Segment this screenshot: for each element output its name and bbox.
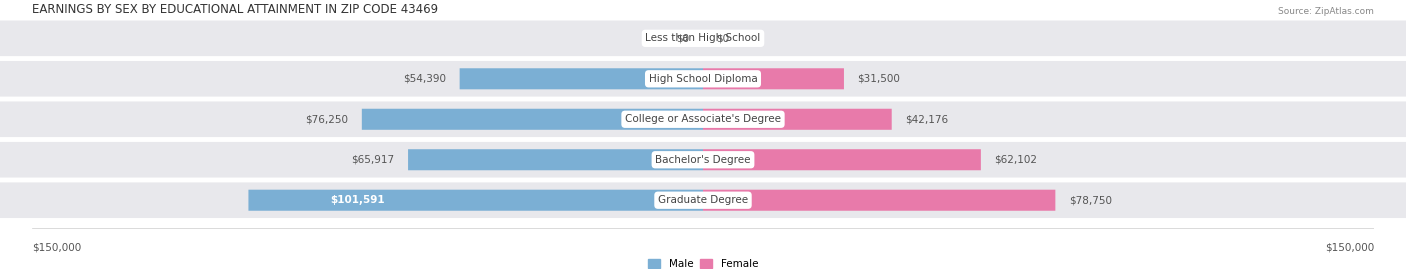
- FancyBboxPatch shape: [703, 149, 981, 170]
- Text: $0: $0: [676, 33, 689, 43]
- FancyBboxPatch shape: [0, 101, 1406, 137]
- FancyBboxPatch shape: [0, 142, 1406, 178]
- Text: $62,102: $62,102: [994, 155, 1038, 165]
- Text: Graduate Degree: Graduate Degree: [658, 195, 748, 205]
- FancyBboxPatch shape: [0, 182, 1406, 218]
- Text: $150,000: $150,000: [1324, 243, 1374, 253]
- FancyBboxPatch shape: [408, 149, 703, 170]
- Text: High School Diploma: High School Diploma: [648, 74, 758, 84]
- Text: $42,176: $42,176: [905, 114, 948, 124]
- FancyBboxPatch shape: [460, 68, 703, 89]
- FancyBboxPatch shape: [703, 109, 891, 130]
- Text: $101,591: $101,591: [330, 195, 385, 205]
- FancyBboxPatch shape: [249, 190, 703, 211]
- Text: $76,250: $76,250: [305, 114, 349, 124]
- FancyBboxPatch shape: [0, 20, 1406, 56]
- Text: College or Associate's Degree: College or Associate's Degree: [626, 114, 780, 124]
- Text: $65,917: $65,917: [352, 155, 395, 165]
- Text: Bachelor's Degree: Bachelor's Degree: [655, 155, 751, 165]
- Text: $31,500: $31,500: [858, 74, 900, 84]
- Text: EARNINGS BY SEX BY EDUCATIONAL ATTAINMENT IN ZIP CODE 43469: EARNINGS BY SEX BY EDUCATIONAL ATTAINMEN…: [32, 3, 437, 16]
- Legend: Male, Female: Male, Female: [648, 259, 758, 269]
- Text: $78,750: $78,750: [1069, 195, 1112, 205]
- Text: $0: $0: [717, 33, 730, 43]
- FancyBboxPatch shape: [0, 61, 1406, 97]
- FancyBboxPatch shape: [703, 190, 1056, 211]
- Text: $150,000: $150,000: [32, 243, 82, 253]
- FancyBboxPatch shape: [703, 68, 844, 89]
- Text: Source: ZipAtlas.com: Source: ZipAtlas.com: [1278, 7, 1374, 16]
- Text: $54,390: $54,390: [404, 74, 446, 84]
- FancyBboxPatch shape: [361, 109, 703, 130]
- Text: Less than High School: Less than High School: [645, 33, 761, 43]
